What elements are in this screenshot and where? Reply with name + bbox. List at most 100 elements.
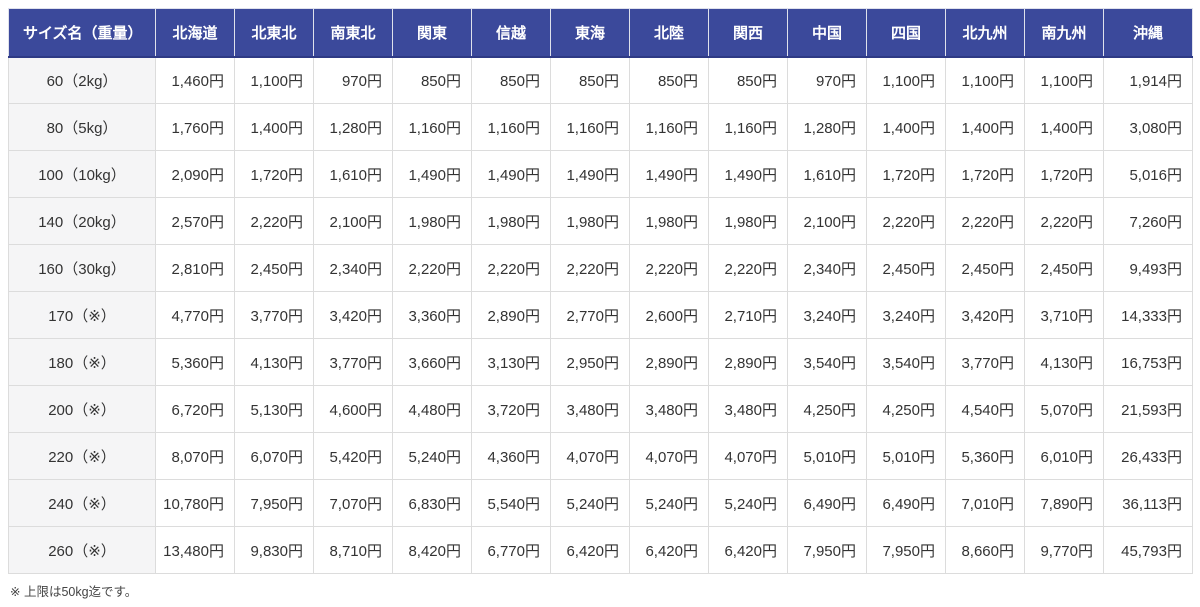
price-cell: 1,400円 [1024, 103, 1104, 151]
table-row: 100（10kg） 2,090円 1,720円 1,610円 1,490円 1,490円 1… [8, 150, 1193, 198]
price-cell: 1,980円 [550, 197, 630, 245]
price-cell: 850円 [629, 56, 709, 104]
price-cell: 1,610円 [787, 150, 867, 198]
price-cell: 4,130円 [234, 338, 314, 386]
price-cell: 5,010円 [866, 432, 946, 480]
price-cell: 3,240円 [787, 291, 867, 339]
size-label: 80（5kg） [8, 103, 156, 151]
table-row: 160（30kg） 2,810円 2,450円 2,340円 2,220円 2,220円 2… [8, 244, 1193, 292]
price-cell: 4,600円 [313, 385, 393, 433]
price-cell: 3,660円 [392, 338, 472, 386]
column-header-region: 南九州 [1024, 8, 1104, 58]
shipping-rate-table: サイズ名（重量） 北海道 北東北 南東北 関東 信越 東海 北陸 関西 中国 四国 北九州 南九州 沖縄 … [8, 8, 1193, 574]
price-cell: 2,600円 [629, 291, 709, 339]
price-cell: 3,480円 [550, 385, 630, 433]
price-cell: 7,890円 [1024, 479, 1104, 527]
price-cell: 5,010円 [787, 432, 867, 480]
price-cell: 7,950円 [234, 479, 314, 527]
price-cell: 1,720円 [866, 150, 946, 198]
price-cell: 1,160円 [392, 103, 472, 151]
price-cell: 2,450円 [945, 244, 1025, 292]
price-cell: 1,760円 [155, 103, 235, 151]
price-cell: 2,220円 [234, 197, 314, 245]
price-cell: 6,720円 [155, 385, 235, 433]
price-cell: 6,420円 [629, 526, 709, 574]
price-cell: 9,830円 [234, 526, 314, 574]
size-label: 260（※） [8, 526, 156, 574]
price-cell: 2,220円 [392, 244, 472, 292]
price-cell: 6,830円 [392, 479, 472, 527]
price-cell: 3,540円 [787, 338, 867, 386]
size-label: 140（20kg） [8, 197, 156, 245]
table-row: 260（※） 13,480円 9,830円 8,710円 8,420円 6,770円 6,4… [8, 526, 1193, 574]
price-cell: 5,130円 [234, 385, 314, 433]
price-cell: 3,770円 [945, 338, 1025, 386]
column-header-region: 北陸 [629, 8, 709, 58]
price-cell: 1,400円 [945, 103, 1025, 151]
price-cell: 5,540円 [471, 479, 551, 527]
price-cell: 2,340円 [787, 244, 867, 292]
price-cell: 2,220円 [629, 244, 709, 292]
price-cell: 6,770円 [471, 526, 551, 574]
table-row: 140（20kg） 2,570円 2,220円 2,100円 1,980円 1,980円 1… [8, 197, 1193, 245]
price-cell: 5,240円 [629, 479, 709, 527]
column-header-region: 南東北 [313, 8, 393, 58]
price-cell: 5,070円 [1024, 385, 1104, 433]
price-cell: 2,890円 [708, 338, 788, 386]
price-cell: 1,160円 [471, 103, 551, 151]
price-cell: 1,980円 [708, 197, 788, 245]
price-cell: 4,480円 [392, 385, 472, 433]
column-header-region: 四国 [866, 8, 946, 58]
price-cell: 2,090円 [155, 150, 235, 198]
price-cell: 2,890円 [471, 291, 551, 339]
size-label: 240（※） [8, 479, 156, 527]
price-cell: 5,240円 [392, 432, 472, 480]
price-cell: 2,810円 [155, 244, 235, 292]
price-cell: 2,890円 [629, 338, 709, 386]
price-cell: 21,593円 [1103, 385, 1193, 433]
price-cell: 1,280円 [787, 103, 867, 151]
price-cell: 4,070円 [708, 432, 788, 480]
table-row: 80（5kg） 1,760円 1,400円 1,280円 1,160円 1,160円 1,1… [8, 103, 1193, 151]
column-header-region: 関西 [708, 8, 788, 58]
price-cell: 2,450円 [866, 244, 946, 292]
column-header-region: 北東北 [234, 8, 314, 58]
price-cell: 2,220円 [471, 244, 551, 292]
price-cell: 1,100円 [866, 56, 946, 104]
price-cell: 8,660円 [945, 526, 1025, 574]
price-cell: 4,250円 [866, 385, 946, 433]
price-cell: 1,100円 [945, 56, 1025, 104]
price-cell: 1,460円 [155, 56, 235, 104]
price-cell: 5,360円 [155, 338, 235, 386]
price-cell: 1,100円 [1024, 56, 1104, 104]
price-cell: 2,340円 [313, 244, 393, 292]
price-cell: 1,280円 [313, 103, 393, 151]
price-cell: 970円 [787, 56, 867, 104]
price-cell: 3,770円 [234, 291, 314, 339]
price-cell: 3,240円 [866, 291, 946, 339]
price-cell: 1,980円 [629, 197, 709, 245]
price-cell: 2,770円 [550, 291, 630, 339]
price-cell: 3,770円 [313, 338, 393, 386]
price-cell: 3,540円 [866, 338, 946, 386]
price-cell: 45,793円 [1103, 526, 1193, 574]
column-header-region: 信越 [471, 8, 551, 58]
price-cell: 7,070円 [313, 479, 393, 527]
table-row: 60（2kg） 1,460円 1,100円 970円 850円 850円 850円 850円 8… [8, 56, 1193, 104]
column-header-region: 関東 [392, 8, 472, 58]
price-cell: 4,540円 [945, 385, 1025, 433]
size-label: 180（※） [8, 338, 156, 386]
price-cell: 1,490円 [629, 150, 709, 198]
price-cell: 1,490円 [550, 150, 630, 198]
price-cell: 4,360円 [471, 432, 551, 480]
header-row: サイズ名（重量） 北海道 北東北 南東北 関東 信越 東海 北陸 関西 中国 四国 北九州 南九州 沖縄 [8, 8, 1193, 58]
price-cell: 2,220円 [866, 197, 946, 245]
price-cell: 2,100円 [787, 197, 867, 245]
price-cell: 6,490円 [866, 479, 946, 527]
price-cell: 4,070円 [629, 432, 709, 480]
price-cell: 2,220円 [945, 197, 1025, 245]
price-cell: 9,493円 [1103, 244, 1193, 292]
price-cell: 5,240円 [708, 479, 788, 527]
price-cell: 2,710円 [708, 291, 788, 339]
price-cell: 4,130円 [1024, 338, 1104, 386]
